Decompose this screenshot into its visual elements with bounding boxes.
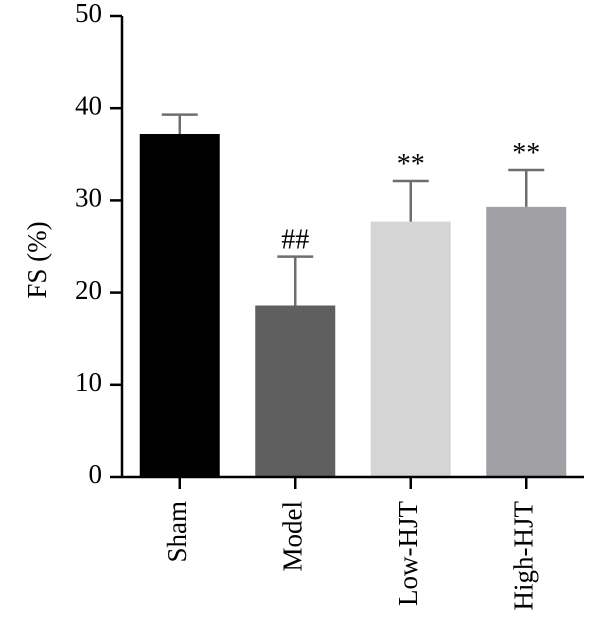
x-tick-label: Model [277,501,307,572]
y-axis-title: FS (%) [22,221,52,298]
bars-group: ## ** ** [139,113,567,478]
significance-label: ** [512,138,540,169]
y-tick-label: 40 [75,90,102,120]
y-axis: 0 10 20 30 40 50 [75,0,124,489]
y-tick-label: 0 [89,459,103,489]
y-tick-label: 50 [75,0,102,28]
x-tick-label: High-HJT [508,501,538,611]
x-tick-label: Sham [162,501,192,563]
bar-model [255,305,336,477]
y-tick-label: 20 [75,275,102,305]
x-axis: Sham Model Low-HJT High-HJT [122,475,584,611]
y-tick-label: 10 [75,367,102,397]
bar-high-hjt [486,206,567,477]
bar-low-hjt [370,221,451,477]
y-tick-label: 30 [75,183,102,213]
x-tick-label: Low-HJT [393,500,423,605]
significance-label: ** [397,149,425,180]
bar-sham [139,134,220,478]
significance-label: ## [281,225,309,256]
